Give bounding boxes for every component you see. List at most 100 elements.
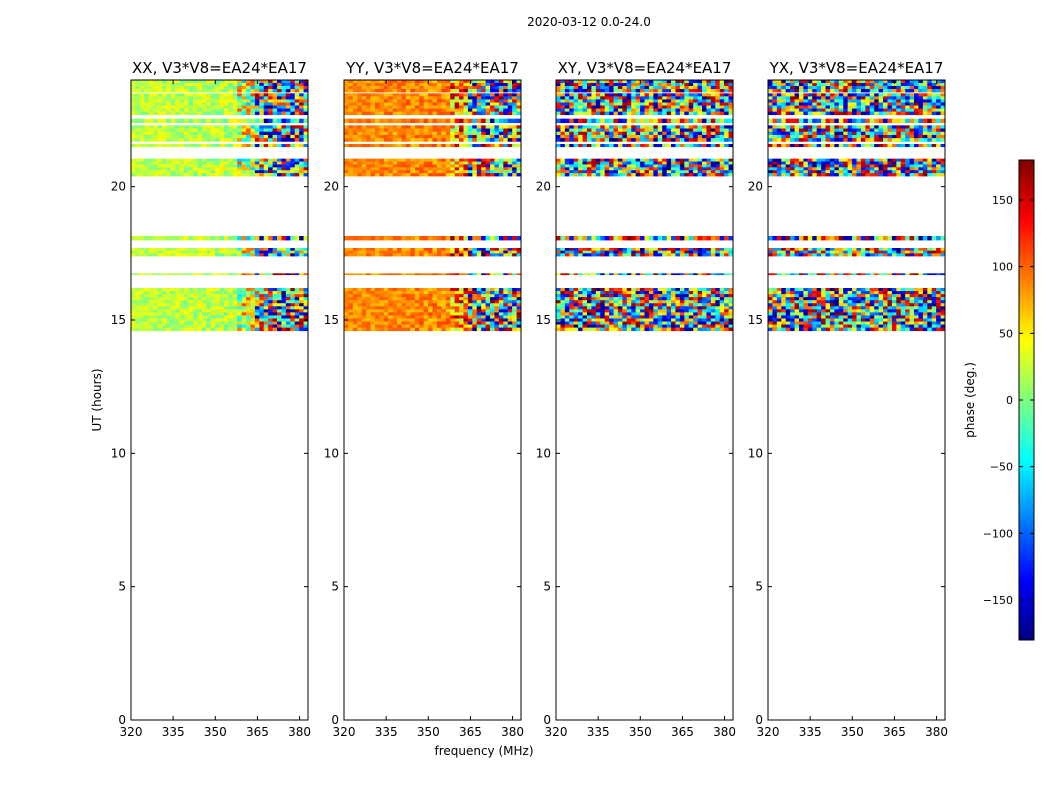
data-cell [600, 291, 606, 295]
data-cell [246, 167, 251, 171]
data-cell [728, 93, 734, 97]
data-cell [507, 291, 513, 295]
data-cell [352, 128, 358, 133]
data-cell [374, 131, 380, 136]
data-cell [268, 161, 273, 165]
data-cell [383, 161, 389, 165]
data-cell [392, 86, 398, 90]
data-cell [135, 111, 141, 116]
data-cell [419, 108, 425, 113]
data-cell [702, 93, 707, 97]
data-cell [657, 138, 663, 142]
data-cell [352, 324, 358, 329]
data-cell [223, 318, 229, 322]
data-cell [560, 321, 566, 325]
data-cell [192, 158, 198, 162]
data-cell [512, 303, 517, 307]
data-cell [432, 89, 438, 93]
data-cell [410, 99, 416, 103]
data-cell [285, 300, 291, 304]
data-cell [148, 297, 154, 301]
data-cell [617, 96, 623, 100]
data-cell [361, 288, 367, 292]
data-cell [179, 138, 185, 142]
data-cell [285, 93, 291, 97]
data-cell [666, 321, 672, 325]
data-cell [277, 248, 282, 252]
data-cell [201, 306, 207, 310]
data-cell [144, 306, 150, 310]
data-cell [303, 93, 309, 97]
data-cell [653, 312, 659, 316]
data-cell [635, 167, 641, 171]
data-cell [490, 248, 495, 252]
data-cell [144, 248, 150, 252]
data-cell [454, 108, 460, 113]
data-cell [272, 273, 278, 276]
data-cell [188, 250, 194, 254]
data-cell [254, 158, 260, 162]
data-cell [635, 318, 641, 322]
data-cell [405, 93, 411, 97]
data-cell [662, 250, 668, 254]
data-cell [131, 303, 136, 307]
data-cell [512, 158, 517, 162]
data-cell [388, 248, 394, 252]
data-cell [441, 128, 447, 133]
data-cell [144, 83, 150, 87]
data-cell [472, 111, 478, 116]
data-cell [573, 128, 579, 133]
data-cell [153, 273, 158, 276]
data-cell [428, 80, 433, 84]
data-cell [383, 86, 389, 90]
data-cell [653, 318, 659, 322]
data-cell [268, 309, 273, 313]
data-cell [215, 108, 220, 113]
data-cell [490, 303, 495, 307]
data-cell [441, 248, 447, 252]
data-cell [388, 300, 394, 304]
data-cell [281, 131, 287, 136]
data-cell [166, 131, 172, 136]
data-cell [303, 83, 309, 87]
data-cell [724, 96, 729, 100]
data-cell [693, 273, 698, 276]
data-cell [144, 108, 150, 113]
data-cell [397, 131, 402, 136]
data-cell [161, 173, 167, 177]
data-cell [688, 303, 694, 307]
data-cell [476, 167, 482, 171]
data-cell [148, 96, 154, 100]
data-cell [139, 297, 145, 301]
data-cell [710, 138, 716, 142]
data-cell [728, 248, 734, 252]
data-cell [285, 248, 291, 252]
data-cell [405, 294, 411, 298]
data-cell [414, 161, 420, 165]
data-cell [432, 105, 438, 109]
data-cell [586, 273, 592, 276]
data-cell [397, 99, 402, 103]
data-cell [463, 318, 469, 322]
data-cell [481, 253, 486, 257]
data-cell [560, 297, 566, 301]
data-cell [135, 80, 141, 84]
data-cell [604, 315, 610, 319]
data-cell [374, 303, 380, 307]
data-cell [357, 309, 363, 313]
data-cell [135, 250, 141, 254]
data-cell [671, 118, 676, 124]
data-cell [383, 236, 389, 241]
data-cell [445, 105, 451, 109]
data-cell [459, 303, 464, 307]
data-cell [254, 105, 260, 109]
data-cell [170, 89, 176, 93]
data-cell [294, 144, 300, 148]
data-cell [556, 300, 561, 304]
data-cell [564, 303, 570, 307]
data-cell [290, 161, 296, 165]
data-cell [719, 248, 725, 252]
data-cell [370, 105, 376, 109]
data-cell [366, 312, 371, 316]
data-cell [405, 105, 411, 109]
